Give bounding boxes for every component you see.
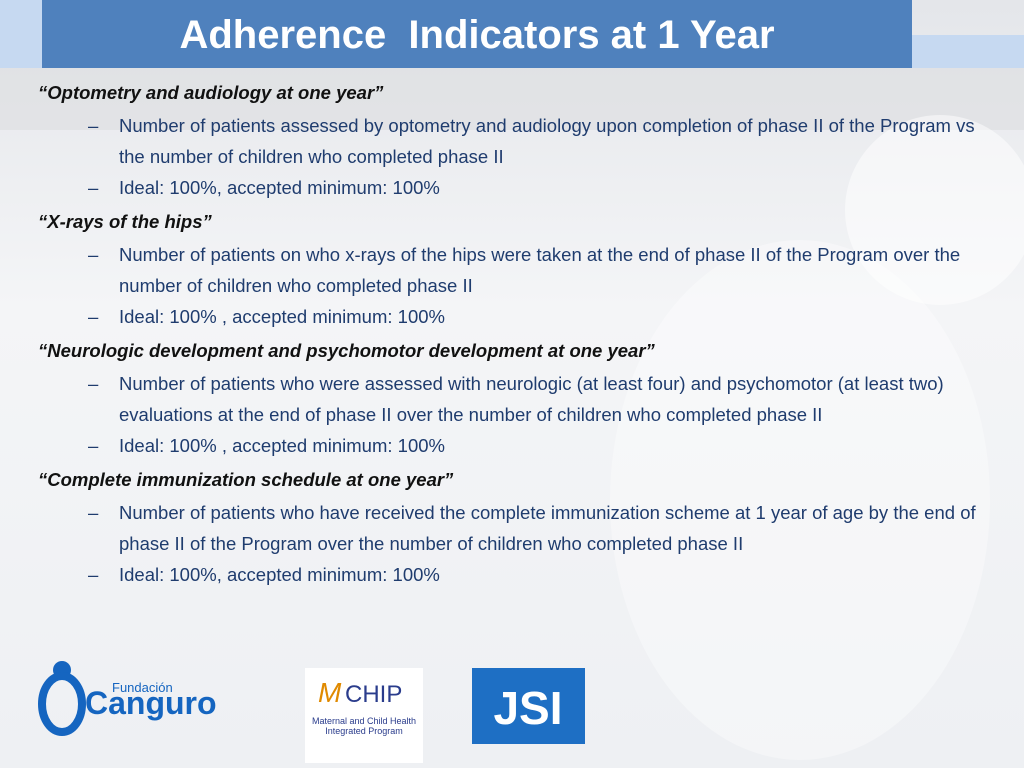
bullet: Number of patients on who x-rays of the …	[38, 239, 988, 301]
section-heading: “Optometry and audiology at one year”	[38, 82, 384, 103]
logo-text: CHIP	[345, 681, 402, 708]
logos: Fundación Canguro M CHIP Maternal and Ch…	[38, 661, 585, 763]
logo-text: JSI	[493, 682, 562, 734]
logo-text: M	[318, 677, 342, 708]
section-heading: “Neurologic development and psychomotor …	[38, 340, 655, 361]
canguro-logo: Fundación Canguro	[38, 661, 217, 736]
jsi-logo: JSI	[472, 668, 585, 744]
logo-text: Maternal and Child Health Integrated Pro…	[311, 716, 417, 736]
bullet: Ideal: 100%, accepted minimum: 100%	[38, 559, 988, 590]
bullet: Ideal: 100% , accepted minimum: 100%	[38, 430, 988, 461]
corner-block	[912, 35, 1024, 68]
logo-shape	[38, 672, 86, 736]
bullet: Number of patients who were assessed wit…	[38, 368, 988, 430]
logo-text: Fundación	[112, 680, 173, 695]
bullet-list: Number of patients who were assessed wit…	[38, 368, 988, 461]
bullet: Ideal: 100%, accepted minimum: 100%	[38, 172, 988, 203]
bullet: Number of patients assessed by optometry…	[38, 110, 988, 172]
logo-box	[305, 668, 423, 763]
bullet-list: Number of patients on who x-rays of the …	[38, 239, 988, 332]
bullet: Number of patients who have received the…	[38, 497, 988, 559]
mchip-logo: M CHIP Maternal and Child Health Integra…	[305, 668, 423, 763]
bullet: Ideal: 100% , accepted minimum: 100%	[38, 301, 988, 332]
corner-block	[0, 0, 42, 68]
logo-sub: Maternal and Child Health Integrated Pro…	[311, 716, 417, 736]
content: “Optometry and audiology at one year” Num…	[38, 74, 988, 592]
logo-box	[472, 668, 585, 744]
bullet-list: Number of patients who have received the…	[38, 497, 988, 590]
section-heading: “X-rays of the hips”	[38, 211, 212, 232]
logo-text: Canguro	[85, 685, 217, 721]
section-heading: “Complete immunization schedule at one y…	[38, 469, 454, 490]
bullet-list: Number of patients assessed by optometry…	[38, 110, 988, 203]
title: Adherence Indicators at 1 Year	[42, 0, 912, 68]
